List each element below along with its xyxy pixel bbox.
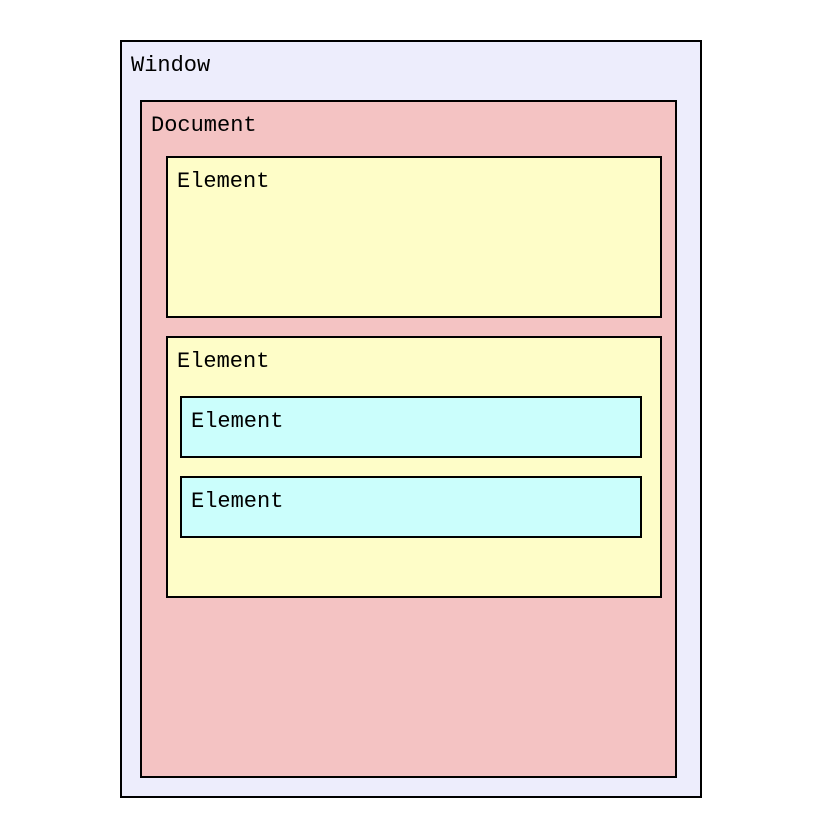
child-element-label-2: Element — [191, 489, 284, 514]
child-element-box-1: Element — [180, 396, 642, 458]
child-element-label-1: Element — [191, 409, 284, 434]
child-element-box-2: Element — [180, 476, 642, 538]
document-label: Document — [151, 113, 257, 138]
window-label: Window — [131, 53, 211, 78]
element-label-1: Element — [177, 169, 270, 194]
element-box-1: Element — [166, 156, 662, 318]
element-box-2: Element — [166, 336, 662, 598]
element-label-2: Element — [177, 349, 270, 374]
